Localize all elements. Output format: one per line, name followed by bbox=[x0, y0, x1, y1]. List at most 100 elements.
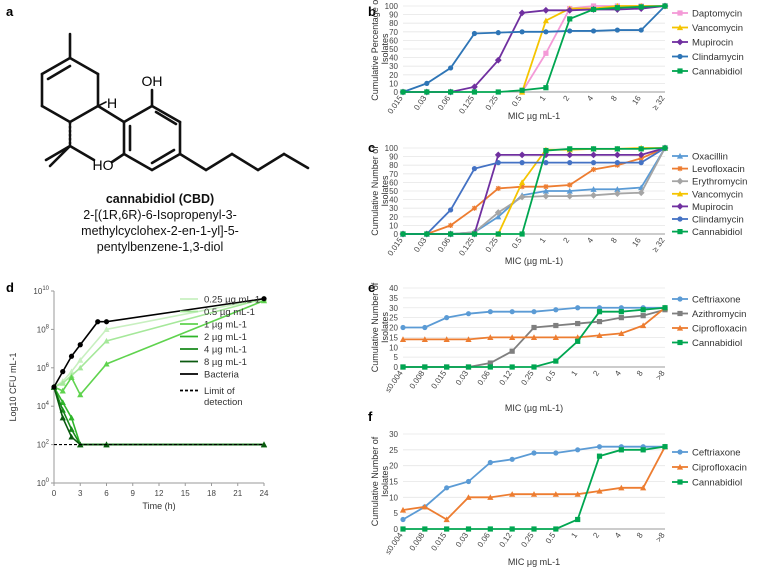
legend-item-0-5-g-ml-1: 0.5 µg mL-1 bbox=[180, 307, 255, 318]
legend-label: Erythromycin bbox=[692, 177, 747, 188]
data-point-vancomycin bbox=[542, 17, 550, 24]
x-tick-label: 0.015 bbox=[386, 94, 405, 116]
legend-item-1-g-ml-1: 1 µg mL-1 bbox=[180, 320, 247, 331]
x-tick-label: 0.125 bbox=[457, 94, 476, 116]
legend-marker bbox=[677, 339, 683, 346]
y-tick-label: 100 bbox=[37, 478, 50, 488]
data-point-ciprofloxacin bbox=[465, 494, 472, 500]
data-point-ceftriaxone bbox=[531, 450, 537, 456]
data-point-ceftriaxone bbox=[596, 444, 603, 450]
x-tick-label: 0.25 bbox=[519, 531, 536, 549]
data-point-erythromycin bbox=[613, 190, 621, 197]
legend-label: Daptomycin bbox=[692, 9, 742, 20]
data-point-clindamycin bbox=[519, 29, 525, 35]
x-tick-label: 2 bbox=[561, 236, 571, 245]
data-point-cannabidiol bbox=[590, 146, 597, 152]
series-line-clindamycin bbox=[402, 5, 666, 93]
ho-label: HO bbox=[93, 157, 114, 173]
x-axis-label: MIC µg mL-1 bbox=[508, 111, 560, 121]
data-point-mupirocin bbox=[518, 151, 526, 159]
y-tick-label: 60 bbox=[389, 36, 398, 45]
y-tick-label: 80 bbox=[389, 161, 398, 170]
legend-item-ceftriaxone: Ceftriaxone bbox=[672, 295, 741, 306]
data-point-cannabidiol bbox=[567, 146, 573, 152]
y-tick-label: 10 bbox=[389, 493, 398, 502]
data-point-levofloxacin bbox=[543, 184, 549, 190]
x-tick-label: 16 bbox=[630, 236, 643, 249]
data-point-mupirocin bbox=[518, 9, 526, 17]
x-tick-label: 0.06 bbox=[476, 369, 493, 387]
series-line-ciprofloxacin bbox=[402, 446, 666, 521]
legend-label: Cannabidiol bbox=[692, 338, 742, 349]
data-point-cannabidiol bbox=[640, 307, 646, 313]
data-point-cannabidiol bbox=[567, 16, 573, 22]
x-tick-label: 0 bbox=[52, 489, 57, 498]
data-point-ciprofloxacin bbox=[421, 503, 428, 510]
data-point-azithromycin bbox=[640, 313, 646, 319]
data-point-ceftriaxone bbox=[400, 516, 406, 523]
legend-marker bbox=[677, 53, 683, 60]
x-tick-label: 1 bbox=[538, 236, 548, 245]
data-point-cannabidiol bbox=[575, 516, 581, 523]
data-point-azithromycin bbox=[487, 360, 493, 366]
iupac-line-3: pentylbenzene-1,3-diol bbox=[97, 240, 223, 254]
y-tick-label: 90 bbox=[389, 153, 398, 162]
y-tick-label: 0 bbox=[394, 525, 399, 534]
legend-label-line: 2 µg mL-1 bbox=[204, 332, 247, 343]
legend-label: Limit of detection bbox=[204, 386, 243, 408]
x-tick-label: 0.008 bbox=[408, 531, 427, 553]
data-point-cannabidiol bbox=[614, 5, 620, 11]
data-point-ciprofloxacin bbox=[399, 506, 407, 513]
data-point-clindamycin bbox=[567, 28, 573, 34]
data-point-azithromycin bbox=[553, 322, 559, 329]
data-point-ciprofloxacin bbox=[552, 334, 559, 340]
legend-label: 0.25 µg mL-1 bbox=[204, 295, 260, 306]
x-tick-label: 0.12 bbox=[497, 369, 514, 387]
data-point-erythromycin bbox=[518, 193, 526, 201]
data-point-cannabidiol bbox=[400, 526, 406, 532]
y-tick-exponent: 2 bbox=[46, 440, 50, 446]
y-tick-base: 10 bbox=[33, 287, 42, 296]
data-point-cannabidiol bbox=[519, 87, 525, 93]
data-point-cannabidiol bbox=[640, 447, 646, 453]
y-axis-label-line: Cumulative Percentage of bbox=[370, 0, 380, 101]
series-line-cannabidiol bbox=[403, 5, 666, 93]
data-point-ceftriaxone bbox=[531, 309, 537, 315]
legend-item-mupirocin: Mupirocin bbox=[672, 38, 733, 49]
series-cannabidiol bbox=[400, 3, 668, 95]
y-tick-label: 50 bbox=[389, 187, 398, 196]
y-tick-label: 30 bbox=[389, 62, 398, 71]
y-tick-label: 70 bbox=[389, 28, 398, 37]
legend-item-8-g-ml-1: 8 µg mL-1 bbox=[180, 357, 247, 368]
chart-f: 0 5 10 15 20 25 30 ≤0.004 0.008 0.015 0.03 0.06 0.12… bbox=[370, 430, 747, 567]
data-point-cannabidiol bbox=[422, 364, 428, 370]
legend-item-daptomycin: Daptomycin bbox=[672, 9, 742, 20]
series-line-ceftriaxone bbox=[402, 445, 665, 521]
x-tick-label: >8 bbox=[654, 531, 667, 544]
data-point-1-g-ml-1 bbox=[68, 374, 75, 380]
legend-marker bbox=[676, 203, 684, 210]
y-axis-label-line: Cumulative Number of bbox=[370, 282, 380, 372]
data-point-cannabidiol bbox=[400, 364, 406, 370]
data-point-clindamycin bbox=[471, 166, 478, 172]
data-point-clindamycin bbox=[543, 160, 549, 166]
data-point-ciprofloxacin bbox=[596, 332, 603, 338]
x-tick-label: 4 bbox=[613, 531, 623, 540]
data-point-oxacillin bbox=[542, 187, 550, 194]
legend-marker bbox=[676, 38, 684, 46]
y-tick-label: 90 bbox=[389, 11, 398, 20]
legend-label: Bacteria bbox=[204, 370, 240, 381]
data-point-cannabidiol bbox=[422, 526, 428, 532]
y-tick-label: 80 bbox=[389, 19, 398, 28]
data-point-cannabidiol bbox=[618, 447, 624, 453]
h-label: H bbox=[107, 95, 117, 111]
legend-label: Azithromycin bbox=[692, 309, 746, 320]
y-tick-label: 106 bbox=[37, 363, 50, 373]
legend-label-line: 0.5 µg mL-1 bbox=[204, 307, 255, 318]
data-point-ceftriaxone bbox=[465, 311, 472, 317]
data-point-cannabidiol bbox=[662, 444, 668, 450]
y-tick-label: 40 bbox=[389, 54, 398, 63]
data-point-cannabidiol bbox=[596, 453, 603, 459]
data-point-cannabidiol bbox=[487, 364, 493, 370]
